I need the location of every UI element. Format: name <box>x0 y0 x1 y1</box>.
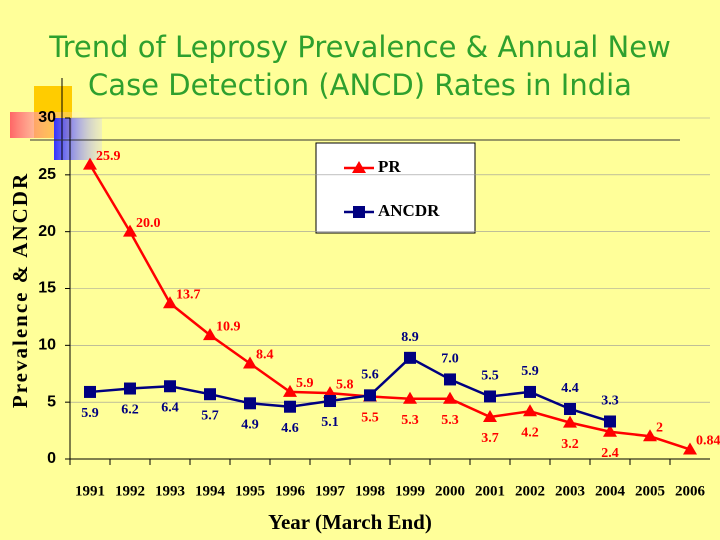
x-tick-label: 2001 <box>475 483 505 499</box>
point <box>484 390 496 403</box>
x-axis-label: Year (March End) <box>268 510 432 534</box>
x-tick-label: 1994 <box>195 483 226 499</box>
point <box>163 296 177 309</box>
data-label: 4.9 <box>241 418 259 433</box>
data-label: 8.9 <box>401 330 419 345</box>
data-label: 5.9 <box>296 376 314 391</box>
legend-box <box>315 142 476 234</box>
y-axis-label: Prevalence & ANCDR <box>8 172 32 408</box>
y-tick-label: 25 <box>38 166 56 183</box>
data-label: 5.3 <box>441 413 459 428</box>
data-label: 5.8 <box>336 377 354 392</box>
data-label: 7.0 <box>441 352 459 367</box>
point <box>404 351 416 364</box>
legend-marker <box>352 161 366 173</box>
data-label: 6.4 <box>161 400 179 415</box>
point <box>444 373 456 386</box>
series-line <box>88 163 691 451</box>
x-tick-label: 1993 <box>155 483 185 499</box>
x-tick-label: 2005 <box>635 483 665 499</box>
data-label: 2.4 <box>601 446 619 461</box>
x-tick-label: 1998 <box>355 483 385 499</box>
data-label: 6.2 <box>121 403 139 418</box>
y-tick-label: 15 <box>38 280 56 297</box>
data-label: 5.9 <box>521 364 539 379</box>
point <box>524 385 536 398</box>
x-tick-label: 1995 <box>235 483 265 499</box>
y-tick-label: 0 <box>47 450 56 467</box>
data-label: 5.5 <box>481 369 499 384</box>
data-label: 2 <box>656 420 663 435</box>
data-label: 3.7 <box>481 431 499 446</box>
point <box>243 356 257 369</box>
x-tick-label: 1991 <box>75 483 105 499</box>
x-tick-label: 1996 <box>275 483 306 499</box>
chart-title: Trend of Leprosy Prevalence & Annual New… <box>49 30 671 102</box>
point <box>204 388 216 401</box>
x-tick-label: 2002 <box>515 483 545 499</box>
data-label: 0.84 <box>696 434 720 449</box>
x-tick-label: 1997 <box>315 483 346 499</box>
point <box>523 404 537 417</box>
data-label: 5.6 <box>361 368 379 383</box>
point <box>683 442 697 455</box>
point <box>283 384 297 397</box>
point <box>403 391 417 404</box>
title-box: Trend of Leprosy Prevalence & Annual New… <box>49 30 671 102</box>
x-tick-label: 2000 <box>435 483 465 499</box>
point <box>244 397 256 410</box>
decor <box>54 118 102 160</box>
x-tick-label: 2006 <box>675 483 706 499</box>
x-tick-label: 2004 <box>595 483 626 499</box>
point <box>364 389 376 402</box>
point <box>203 328 217 341</box>
point <box>123 224 137 237</box>
x-tick-label: 2003 <box>555 483 585 499</box>
data-label: 5.3 <box>401 413 419 428</box>
legend-label: ANCDR <box>378 201 440 220</box>
series-line <box>89 356 611 423</box>
point <box>563 415 577 428</box>
y-tick-label: 30 <box>38 109 56 126</box>
data-label: 13.7 <box>176 287 201 302</box>
point <box>83 157 97 170</box>
data-label: 4.2 <box>521 425 539 440</box>
legend-marker <box>353 206 365 218</box>
data-label: 25.9 <box>96 149 121 164</box>
data-label: 8.4 <box>256 348 274 363</box>
point <box>84 385 96 398</box>
point <box>164 380 176 393</box>
point <box>124 382 136 395</box>
data-label: 5.5 <box>361 411 379 426</box>
data-label: 4.4 <box>561 381 579 396</box>
point <box>443 391 457 404</box>
point <box>643 429 657 442</box>
data-label: 5.7 <box>201 408 219 423</box>
point <box>603 424 617 437</box>
point <box>604 415 616 428</box>
y-tick-label: 5 <box>47 393 56 410</box>
data-label: 4.6 <box>281 421 299 436</box>
y-tick-label: 10 <box>38 337 56 354</box>
point <box>324 395 336 408</box>
data-label: 5.9 <box>81 406 99 421</box>
data-label: 3.2 <box>561 437 579 452</box>
point <box>284 400 296 413</box>
point <box>564 402 576 415</box>
data-label: 20.0 <box>136 216 161 231</box>
x-tick-label: 1999 <box>395 483 425 499</box>
data-label: 3.3 <box>601 394 619 409</box>
x-tick-label: 1992 <box>115 483 145 499</box>
legend-label: PR <box>378 157 401 176</box>
y-tick-label: 20 <box>38 223 56 240</box>
point <box>483 409 497 422</box>
data-label: 5.1 <box>321 415 339 430</box>
data-label: 10.9 <box>216 319 241 334</box>
